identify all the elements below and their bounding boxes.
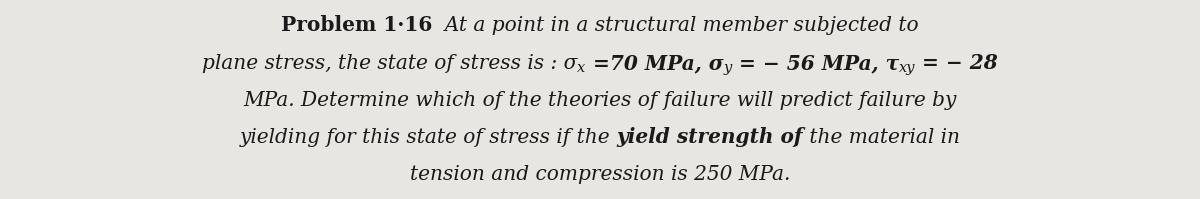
Text: the material in: the material in [803,128,960,147]
Text: At a point in a structural member subjected to: At a point in a structural member subjec… [432,16,919,35]
Text: tension and compression is 250 MPa.: tension and compression is 250 MPa. [410,165,790,184]
Text: Problem 1·16: Problem 1·16 [281,15,432,35]
Text: xy: xy [899,61,916,75]
Text: =70 MPa, σ: =70 MPa, σ [586,53,724,73]
Text: yield strength of: yield strength of [617,127,803,147]
Text: plane stress, the state of stress is : σ: plane stress, the state of stress is : σ [202,54,577,73]
Text: y: y [724,61,732,75]
Text: yielding for this state of stress if the: yielding for this state of stress if the [240,128,617,147]
Text: = − 56 MPa, τ: = − 56 MPa, τ [732,53,899,73]
Text: x: x [577,61,586,75]
Text: MPa. Determine which of the theories of failure will predict failure by: MPa. Determine which of the theories of … [244,91,956,110]
Text: = − 28: = − 28 [916,53,998,73]
